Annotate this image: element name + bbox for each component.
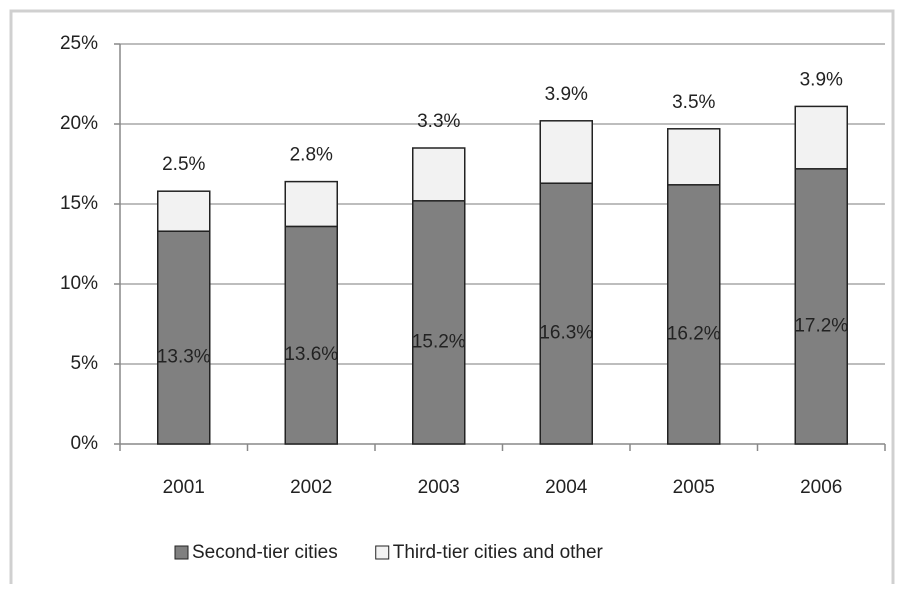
data-label: 15.2% bbox=[412, 331, 466, 352]
bar-segment bbox=[667, 184, 721, 445]
legend-swatch bbox=[375, 545, 390, 560]
legend-label: Third-tier cities and other bbox=[393, 542, 604, 563]
x-tick-label: 2006 bbox=[800, 477, 842, 498]
data-label: 3.5% bbox=[672, 92, 715, 113]
bar-segment bbox=[412, 200, 466, 445]
data-label: 3.9% bbox=[800, 69, 843, 90]
data-label: 3.9% bbox=[545, 84, 588, 105]
bar-segment bbox=[794, 105, 848, 170]
bar-segment bbox=[539, 120, 593, 184]
bar-segment bbox=[284, 180, 338, 228]
bar-segment bbox=[284, 225, 338, 445]
x-tick-label: 2001 bbox=[163, 477, 205, 498]
data-label: 13.6% bbox=[284, 344, 338, 365]
data-label: 3.3% bbox=[417, 111, 460, 132]
x-tick-label: 2004 bbox=[545, 477, 588, 498]
bar-segment bbox=[412, 147, 466, 202]
bar-segment bbox=[794, 168, 848, 445]
x-tick-label: 2005 bbox=[673, 477, 715, 498]
y-tick-label: 5% bbox=[71, 353, 99, 374]
y-tick-label: 25% bbox=[60, 33, 98, 54]
data-label: 16.2% bbox=[667, 323, 721, 344]
data-label: 2.5% bbox=[162, 154, 205, 175]
bar-segment bbox=[157, 230, 211, 445]
y-tick-label: 15% bbox=[60, 193, 98, 214]
legend-label: Second-tier cities bbox=[192, 542, 338, 563]
data-label: 13.3% bbox=[157, 347, 211, 368]
x-tick-label: 2003 bbox=[418, 477, 460, 498]
data-label: 2.8% bbox=[290, 145, 333, 166]
x-tick-label: 2002 bbox=[290, 477, 332, 498]
y-tick-label: 10% bbox=[60, 273, 98, 294]
bar-segment bbox=[157, 190, 211, 232]
y-tick-label: 20% bbox=[60, 113, 98, 134]
y-tick-label: 0% bbox=[71, 433, 99, 454]
data-label: 17.2% bbox=[794, 315, 848, 336]
bar-segment bbox=[539, 182, 593, 445]
legend-swatch bbox=[174, 545, 189, 560]
bar-segment bbox=[667, 128, 721, 186]
data-label: 16.3% bbox=[539, 323, 593, 344]
